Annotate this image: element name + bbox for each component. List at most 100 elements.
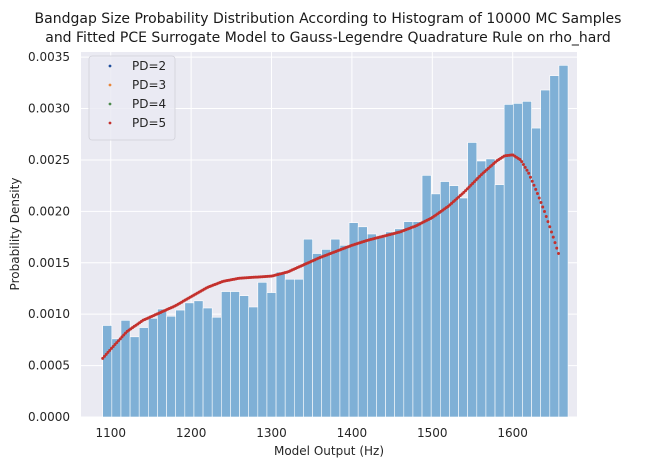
- histogram-bar: [540, 89, 551, 418]
- histogram-bar: [549, 75, 560, 418]
- histogram-bar: [485, 158, 496, 418]
- histogram-bar: [348, 222, 359, 418]
- series-point: [116, 339, 120, 343]
- series-point: [111, 344, 115, 348]
- histogram-bar: [193, 300, 204, 418]
- series-point: [553, 241, 557, 245]
- histogram-bar: [221, 291, 231, 418]
- series-point: [548, 225, 552, 229]
- x-tick-label: 1600: [497, 426, 528, 440]
- series-point: [104, 352, 108, 356]
- histogram-bar: [439, 181, 450, 418]
- series-point: [549, 230, 553, 234]
- histogram-bar: [230, 291, 240, 418]
- histogram-bar: [458, 197, 468, 418]
- series-point: [122, 333, 126, 337]
- series-point: [557, 252, 561, 256]
- y-tick-label: 0.0025: [28, 153, 70, 167]
- y-tick-labels: 0.0000 0.0005 0.0010 0.0015 0.0020 0.0025 0.00…: [28, 50, 70, 424]
- histogram-bar: [558, 65, 569, 418]
- y-tick-label: 0.0010: [28, 307, 70, 321]
- y-axis-label: Probability Density: [8, 178, 22, 291]
- series-point: [101, 356, 105, 360]
- series-pd-5: [101, 153, 561, 360]
- series-point: [528, 175, 532, 179]
- legend-label: PD=5: [132, 116, 166, 130]
- histogram-bar: [394, 228, 405, 418]
- histogram-bar: [321, 249, 332, 418]
- histogram-bar: [512, 103, 523, 418]
- legend-label: PD=4: [132, 97, 166, 111]
- histogram-bar: [403, 221, 414, 418]
- histogram-bar: [129, 336, 140, 418]
- legend-marker: [108, 102, 112, 106]
- histogram-bar: [148, 317, 158, 418]
- histogram-bar: [266, 292, 277, 418]
- histogram-bar: [503, 104, 514, 418]
- histogram-bar: [111, 338, 122, 418]
- histogram-bar: [421, 175, 432, 418]
- x-tick-label: 1400: [337, 426, 368, 440]
- histogram-bar: [138, 327, 149, 418]
- series-point: [118, 337, 122, 341]
- series-point: [532, 183, 536, 187]
- series-point: [546, 220, 550, 224]
- x-axis-label: Model Output (Hz): [274, 444, 384, 458]
- histogram-bar: [184, 302, 195, 418]
- legend-box: [88, 55, 176, 141]
- histogram-bar: [357, 226, 368, 418]
- legend-label: PD=3: [132, 78, 166, 92]
- histogram-bar: [312, 253, 322, 418]
- histogram-bar: [476, 160, 487, 418]
- histogram-bar: [376, 236, 386, 418]
- series-point: [535, 192, 539, 196]
- histogram-bar: [339, 244, 350, 418]
- histogram-bar: [430, 193, 441, 418]
- legend-label: PD=2: [132, 59, 166, 73]
- x-tick-labels: 1100 1200 1300 1400 1500 1600: [95, 426, 527, 440]
- legend-marker: [108, 121, 112, 125]
- histogram-bar: [385, 231, 395, 418]
- series-point: [544, 214, 548, 218]
- x-tick-label: 1200: [176, 426, 207, 440]
- histogram-bar: [257, 282, 268, 418]
- series-point: [523, 165, 527, 169]
- histogram-bar: [494, 184, 505, 418]
- series-point: [555, 246, 559, 250]
- legend-marker: [108, 64, 112, 68]
- series-point: [534, 187, 538, 191]
- series-point: [106, 350, 110, 354]
- y-tick-label: 0.0000: [28, 410, 70, 424]
- series-point: [539, 201, 543, 205]
- histogram-bar: [284, 278, 295, 418]
- x-tick-label: 1500: [417, 426, 448, 440]
- series-point: [541, 205, 545, 209]
- series-point: [542, 209, 546, 213]
- histogram-bar: [522, 101, 532, 418]
- series-point: [120, 335, 124, 339]
- series-point: [520, 160, 524, 164]
- histogram-bar: [211, 316, 222, 418]
- histogram-bar: [157, 308, 167, 418]
- series-point: [525, 168, 529, 172]
- y-tick-label: 0.0035: [28, 50, 70, 64]
- legend: PD=2 PD=3 PD=4 PD=5: [88, 55, 176, 141]
- histogram-bar: [531, 127, 541, 418]
- histogram-bar: [248, 306, 259, 418]
- x-tick-label: 1100: [95, 426, 126, 440]
- series-point: [521, 162, 525, 166]
- histogram-bar: [275, 271, 286, 418]
- chart-title-line-1: Bandgap Size Probability Distribution Ac…: [35, 11, 622, 27]
- series-point: [530, 179, 534, 183]
- series-point: [108, 348, 112, 352]
- series-point: [537, 196, 541, 200]
- histogram-bars: [102, 65, 569, 418]
- histogram-bar: [102, 325, 113, 418]
- pce-curves: [101, 153, 561, 360]
- histogram-bar: [449, 185, 459, 418]
- x-tick-label: 1300: [256, 426, 287, 440]
- series-point: [527, 171, 531, 175]
- y-tick-label: 0.0030: [28, 102, 70, 116]
- y-tick-label: 0.0015: [28, 256, 70, 270]
